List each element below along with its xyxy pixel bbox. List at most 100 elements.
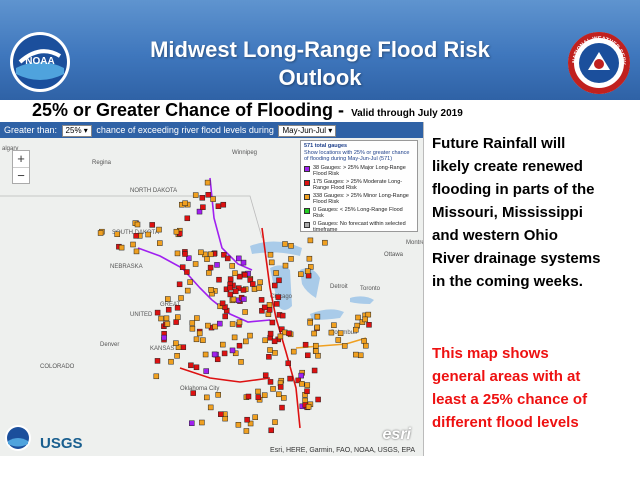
gauge-marker[interactable] [164, 321, 171, 327]
gauge-marker[interactable] [250, 281, 256, 287]
gauge-marker[interactable] [273, 270, 279, 276]
gauge-marker[interactable] [133, 233, 139, 239]
gauge-marker[interactable] [259, 308, 265, 314]
legend-item[interactable]: 338 Gauges: > 25% Minor Long-Range Flood… [304, 193, 414, 206]
gauge-marker[interactable] [305, 404, 312, 410]
gauge-marker[interactable] [218, 411, 224, 417]
gauge-marker[interactable] [174, 305, 181, 311]
gauge-marker[interactable] [276, 277, 282, 284]
gauge-marker[interactable] [230, 296, 237, 303]
gauge-marker[interactable] [179, 264, 186, 270]
gauge-marker[interactable] [311, 367, 318, 374]
gauge-marker[interactable] [208, 287, 214, 293]
gauge-marker[interactable] [190, 390, 196, 396]
gauge-marker[interactable] [134, 221, 141, 228]
gauge-marker[interactable] [154, 309, 161, 316]
gauge-marker[interactable] [163, 315, 170, 322]
legend-item[interactable]: 175 Gauges: > 25% Moderate Long-Range Fl… [304, 179, 414, 192]
gauge-marker[interactable] [279, 404, 285, 411]
gauge-marker[interactable] [267, 330, 274, 337]
gauge-marker[interactable] [355, 314, 361, 321]
gauge-marker[interactable] [205, 192, 211, 198]
gauge-marker[interactable] [198, 249, 204, 256]
gauge-marker[interactable] [161, 334, 167, 341]
gauge-marker[interactable] [311, 330, 317, 337]
gauge-marker[interactable] [180, 344, 187, 350]
gauge-marker[interactable] [229, 263, 235, 269]
gauge-marker[interactable] [229, 321, 236, 327]
gauge-marker[interactable] [165, 307, 172, 313]
gauge-marker[interactable] [193, 336, 200, 343]
gauge-marker[interactable] [220, 341, 226, 348]
gauge-marker[interactable] [257, 279, 263, 285]
gauge-marker[interactable] [231, 334, 238, 341]
gauge-marker[interactable] [149, 222, 155, 228]
gauge-marker[interactable] [315, 352, 321, 359]
gauge-marker[interactable] [232, 350, 239, 357]
gauge-marker[interactable] [168, 358, 174, 365]
gauge-marker[interactable] [175, 314, 181, 320]
gauge-marker[interactable] [266, 302, 273, 308]
gauge-marker[interactable] [277, 333, 284, 340]
gauge-marker[interactable] [240, 287, 247, 293]
gauge-marker[interactable] [204, 256, 210, 262]
gauge-marker[interactable] [286, 330, 292, 337]
gauge-marker[interactable] [314, 313, 321, 320]
gauge-marker[interactable] [258, 297, 265, 303]
gauge-marker[interactable] [153, 373, 160, 380]
gauge-marker[interactable] [236, 273, 243, 280]
gauge-marker[interactable] [130, 241, 136, 248]
gauge-marker[interactable] [204, 394, 210, 401]
gauge-marker[interactable] [268, 259, 275, 266]
period-select[interactable]: May-Jun-Jul ▾ [278, 124, 337, 137]
gauge-marker[interactable] [313, 348, 319, 354]
gauge-marker[interactable] [232, 270, 238, 276]
gauge-marker[interactable] [236, 342, 243, 349]
gauge-marker[interactable] [255, 394, 262, 400]
gauge-marker[interactable] [202, 351, 209, 358]
gauge-marker[interactable] [305, 352, 311, 359]
gauge-marker[interactable] [227, 276, 234, 282]
gauge-marker[interactable] [221, 252, 227, 258]
gauge-marker[interactable] [267, 251, 274, 258]
gauge-marker[interactable] [189, 325, 196, 332]
legend-item[interactable]: 0 Gauges: < 25% Long-Range Flood Risk [304, 207, 414, 220]
gauge-marker[interactable] [272, 282, 278, 289]
legend-item[interactable]: 0 Gauges: No forecast within selected ti… [304, 221, 414, 234]
gauge-marker[interactable] [173, 319, 179, 325]
gauge-marker[interactable] [287, 375, 293, 382]
gauge-marker[interactable] [353, 326, 359, 333]
gauge-marker[interactable] [217, 320, 223, 327]
gauge-marker[interactable] [251, 286, 258, 292]
gauge-marker[interactable] [282, 241, 288, 247]
gauge-marker[interactable] [281, 395, 287, 401]
gauge-marker[interactable] [174, 250, 181, 257]
gauge-marker[interactable] [229, 347, 236, 354]
gauge-marker[interactable] [192, 261, 199, 267]
legend-item[interactable]: 38 Gauges: > 25% Major Long-Range Flood … [304, 165, 414, 178]
gauge-marker[interactable] [266, 307, 273, 313]
gauge-marker[interactable] [210, 196, 216, 202]
gauge-marker[interactable] [227, 291, 234, 298]
gauge-marker[interactable] [235, 422, 242, 428]
gauge-marker[interactable] [97, 230, 104, 236]
gauge-marker[interactable] [267, 347, 273, 353]
gauge-marker[interactable] [154, 358, 161, 364]
gauge-marker[interactable] [184, 287, 191, 294]
gauge-marker[interactable] [335, 337, 342, 343]
gauge-marker[interactable] [242, 309, 248, 315]
zoom-in-button[interactable]: + [17, 151, 25, 166]
gauge-marker[interactable] [274, 301, 280, 307]
gauge-marker[interactable] [214, 262, 220, 268]
gauge-marker[interactable] [207, 264, 214, 271]
gauge-marker[interactable] [252, 414, 258, 420]
gauge-marker[interactable] [187, 279, 193, 285]
gauge-marker[interactable] [244, 416, 250, 423]
gauge-marker[interactable] [275, 294, 282, 300]
gauge-marker[interactable] [236, 319, 243, 326]
gauge-marker[interactable] [184, 269, 190, 275]
gauge-marker[interactable] [315, 396, 321, 403]
gauge-marker[interactable] [302, 341, 309, 348]
gauge-marker[interactable] [222, 313, 228, 320]
map-attribution[interactable]: Esri, HERE, Garmin, FAO, NOAA, USGS, EPA [270, 447, 415, 454]
